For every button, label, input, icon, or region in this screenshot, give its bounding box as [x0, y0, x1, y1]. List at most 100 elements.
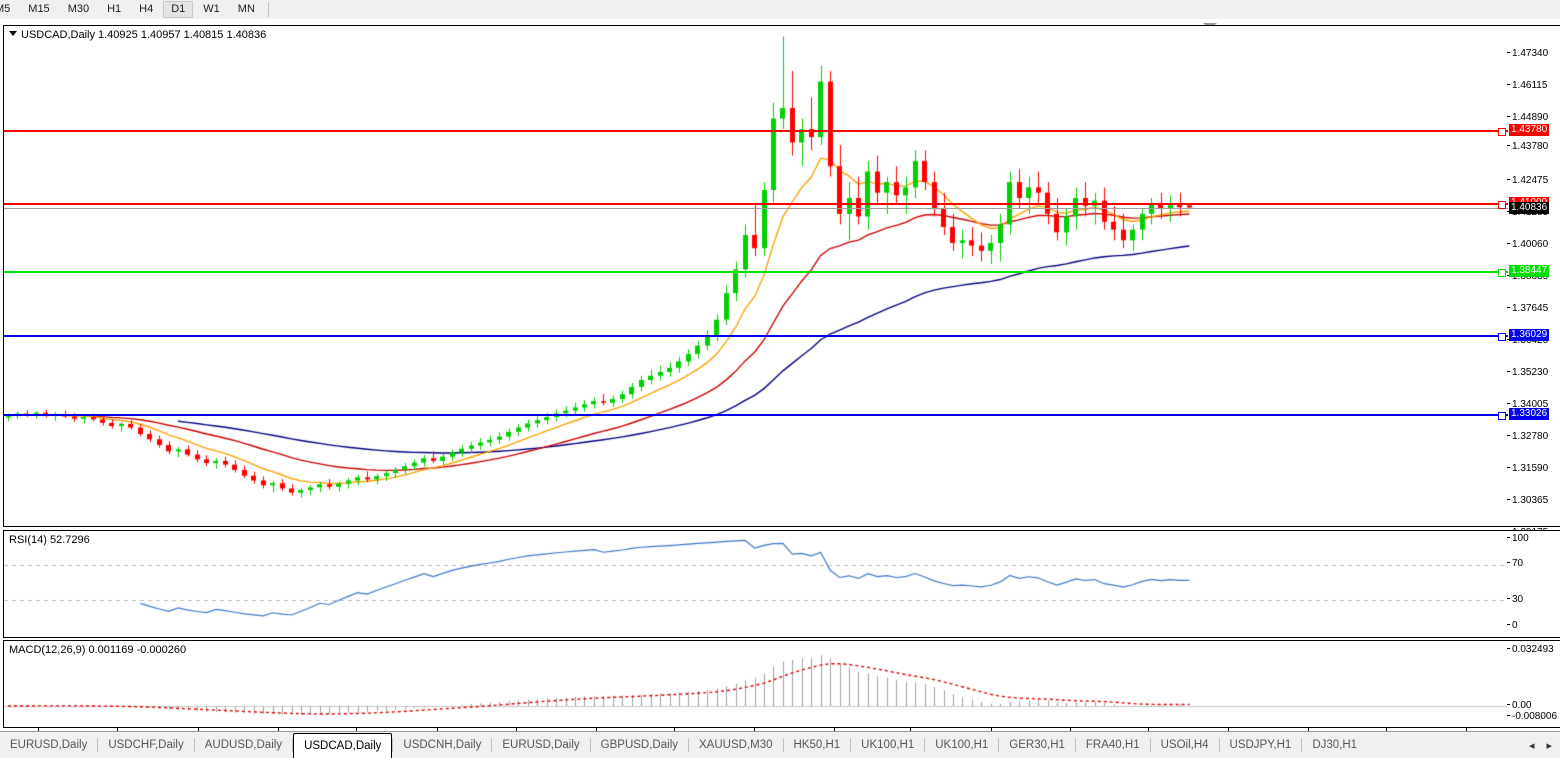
price-level-line-support-3[interactable]: [4, 414, 1508, 417]
price-level-line-resistance-2[interactable]: [4, 203, 1508, 206]
tab-divider: [1149, 738, 1151, 752]
price-scale-tick: 1.43780: [1507, 142, 1548, 152]
chart-tab-usdchf-daily[interactable]: USDCHF,Daily: [108, 739, 184, 751]
price-level-handle-support-2[interactable]: [1498, 332, 1506, 341]
macd-scale-tick: -0.008006: [1507, 712, 1557, 722]
date-tick-mark: [197, 728, 199, 732]
price-pane[interactable]: USDCAD,Daily 1.40925 1.40957 1.40815 1.4…: [3, 25, 1509, 527]
chart-tab-gbpusd-daily[interactable]: GBPUSD,Daily: [600, 739, 678, 751]
date-tick-mark: [1466, 728, 1468, 732]
timeframe-button-m5[interactable]: M5: [0, 3, 11, 15]
tab-divider: [292, 738, 294, 752]
chart-tab-usoil-h4[interactable]: USOil,H4: [1160, 739, 1209, 751]
chart-tab-usdjpy-h1[interactable]: USDJPY,H1: [1229, 739, 1292, 751]
tab-divider: [491, 738, 493, 752]
rsi-scale-tick: 0: [1507, 621, 1518, 631]
price-scale[interactable]: 1.473401.461151.448901.437801.424751.412…: [1507, 25, 1560, 538]
timeframe-button-mn[interactable]: MN: [237, 3, 255, 15]
macd-scale-tick: 0.00: [1507, 701, 1531, 711]
chart-tab-dj30-h1[interactable]: DJ30,H1: [1312, 739, 1358, 751]
chart-tab-fra40-h1[interactable]: FRA40,H1: [1085, 739, 1140, 751]
date-tick-mark: [516, 728, 518, 732]
date-tick-mark: [673, 728, 675, 732]
price-level-tag-support-1[interactable]: 1.38447: [1509, 264, 1550, 277]
chart-tab-usdcad-daily[interactable]: USDCAD,Daily: [293, 733, 393, 758]
chart-tab-eurusd-daily[interactable]: EURUSD,Daily: [502, 739, 580, 751]
date-tick-mark: [910, 728, 912, 732]
triangle-down-icon: [9, 31, 17, 36]
price-level-handle-resistance-2[interactable]: [1498, 201, 1506, 210]
rsi-pane[interactable]: RSI(14) 52.7296: [3, 530, 1509, 638]
chart-tab-hk50-h1[interactable]: HK50,H1: [793, 739, 841, 751]
tab-divider: [97, 738, 99, 752]
price-level-tag-current-price[interactable]: 1.40836: [1509, 201, 1550, 214]
chart-tab-audusd-daily[interactable]: AUDUSD,Daily: [204, 739, 283, 751]
price-level-handle-support-3[interactable]: [1498, 412, 1506, 421]
tab-divider: [850, 738, 852, 752]
macd-scale[interactable]: 0.032493 0.00 -0.008006: [1507, 640, 1560, 728]
date-tick-mark: [38, 728, 40, 732]
price-scale-tick: 1.42475: [1507, 176, 1548, 186]
date-tick-mark: [1070, 728, 1071, 732]
timeframe-button-d1[interactable]: D1: [163, 1, 194, 18]
tab-divider: [782, 738, 784, 752]
tab-divider: [589, 738, 591, 752]
date-tick-mark: [436, 728, 438, 732]
chart-tab-usdcnh-daily[interactable]: USDCNH,Daily: [403, 739, 482, 751]
chart-tab-uk100-h1[interactable]: UK100,H1: [935, 739, 989, 751]
chart-tab-xauusd-m30[interactable]: XAUUSD,M30: [699, 739, 773, 751]
macd-label: MACD(12,26,9) 0.001169 -0.000260: [9, 644, 187, 656]
macd-pane[interactable]: MACD(12,26,9) 0.001169 -0.000260: [3, 640, 1509, 728]
price-scale-tick: 1.34005: [1507, 400, 1548, 410]
price-level-tag-resistance-1[interactable]: 1.43780: [1509, 123, 1550, 136]
chart-symbol-text: USDCAD,Daily 1.40925 1.40957 1.40815 1.4…: [21, 29, 267, 41]
timeframe-button-h1[interactable]: H1: [107, 3, 122, 15]
tab-scroll-left-icon[interactable]: ◂: [1528, 739, 1535, 752]
date-tick-mark: [990, 728, 992, 732]
price-scale-tick: 1.35230: [1507, 368, 1548, 378]
price-scale-tick: 1.30365: [1507, 496, 1548, 506]
date-tick-mark: [754, 728, 756, 732]
date-tick-mark: [1385, 728, 1387, 732]
tab-scroll-right-icon[interactable]: ▸: [1546, 739, 1552, 752]
timeframe-toolbar: M5 M15 M30 H1 H4 D1 W1 MN: [0, 0, 1560, 20]
chart-tab-ger30-h1[interactable]: GER30,H1: [1009, 739, 1065, 751]
toolbar-divider: [267, 2, 269, 17]
rsi-scale-tick: 30: [1507, 595, 1523, 605]
rsi-scale[interactable]: 100 70 30 0: [1507, 530, 1560, 638]
chart-tab-eurusd-daily[interactable]: EURUSD,Daily: [10, 739, 88, 751]
price-level-handle-resistance-1[interactable]: [1498, 127, 1506, 136]
price-level-line-support-1[interactable]: [4, 270, 1508, 273]
tab-divider: [392, 738, 394, 752]
tab-nav: ◂ ▸: [1529, 732, 1560, 758]
chart-tab-uk100-h1[interactable]: UK100,H1: [861, 739, 915, 751]
price-scale-tick: 1.46115: [1507, 81, 1547, 91]
price-level-tag-support-3[interactable]: 1.33026: [1509, 408, 1550, 421]
price-level-line-current-price[interactable]: [4, 207, 1508, 209]
price-level-line-resistance-1[interactable]: [4, 129, 1508, 132]
timeframe-button-m15[interactable]: M15: [28, 3, 50, 15]
tab-divider: [1301, 738, 1303, 752]
tab-divider: [688, 738, 689, 752]
price-level-line-support-2[interactable]: [4, 334, 1508, 337]
tab-divider: [1218, 738, 1220, 752]
chart-area: USDCAD,Daily 1.40925 1.40957 1.40815 1.4…: [0, 19, 1560, 750]
date-tick-mark: [1227, 728, 1229, 732]
timeframe-button-m30[interactable]: M30: [67, 3, 90, 15]
timeframe-button-w1[interactable]: W1: [203, 3, 220, 15]
tab-divider: [998, 738, 1000, 752]
timeframe-button-h4[interactable]: H4: [139, 3, 154, 15]
date-tick-mark: [117, 728, 119, 732]
price-scale-tick: 1.47340: [1507, 49, 1548, 59]
price-scale-tick: 1.32780: [1507, 432, 1548, 442]
price-level-handle-support-1[interactable]: [1498, 268, 1506, 277]
price-scale-tick: 1.37645: [1507, 304, 1548, 314]
price-scale-tick: 1.40060: [1507, 240, 1548, 250]
price-level-tag-support-2[interactable]: 1.36029: [1509, 328, 1550, 341]
rsi-label: RSI(14) 52.7296: [9, 534, 90, 546]
date-tick-mark: [356, 728, 358, 732]
tab-divider: [1074, 738, 1076, 752]
tab-divider: [193, 738, 195, 752]
chart-tabs-bar: EURUSD,Daily USDCHF,Daily AUDUSD,Daily USDC…: [0, 731, 1560, 758]
